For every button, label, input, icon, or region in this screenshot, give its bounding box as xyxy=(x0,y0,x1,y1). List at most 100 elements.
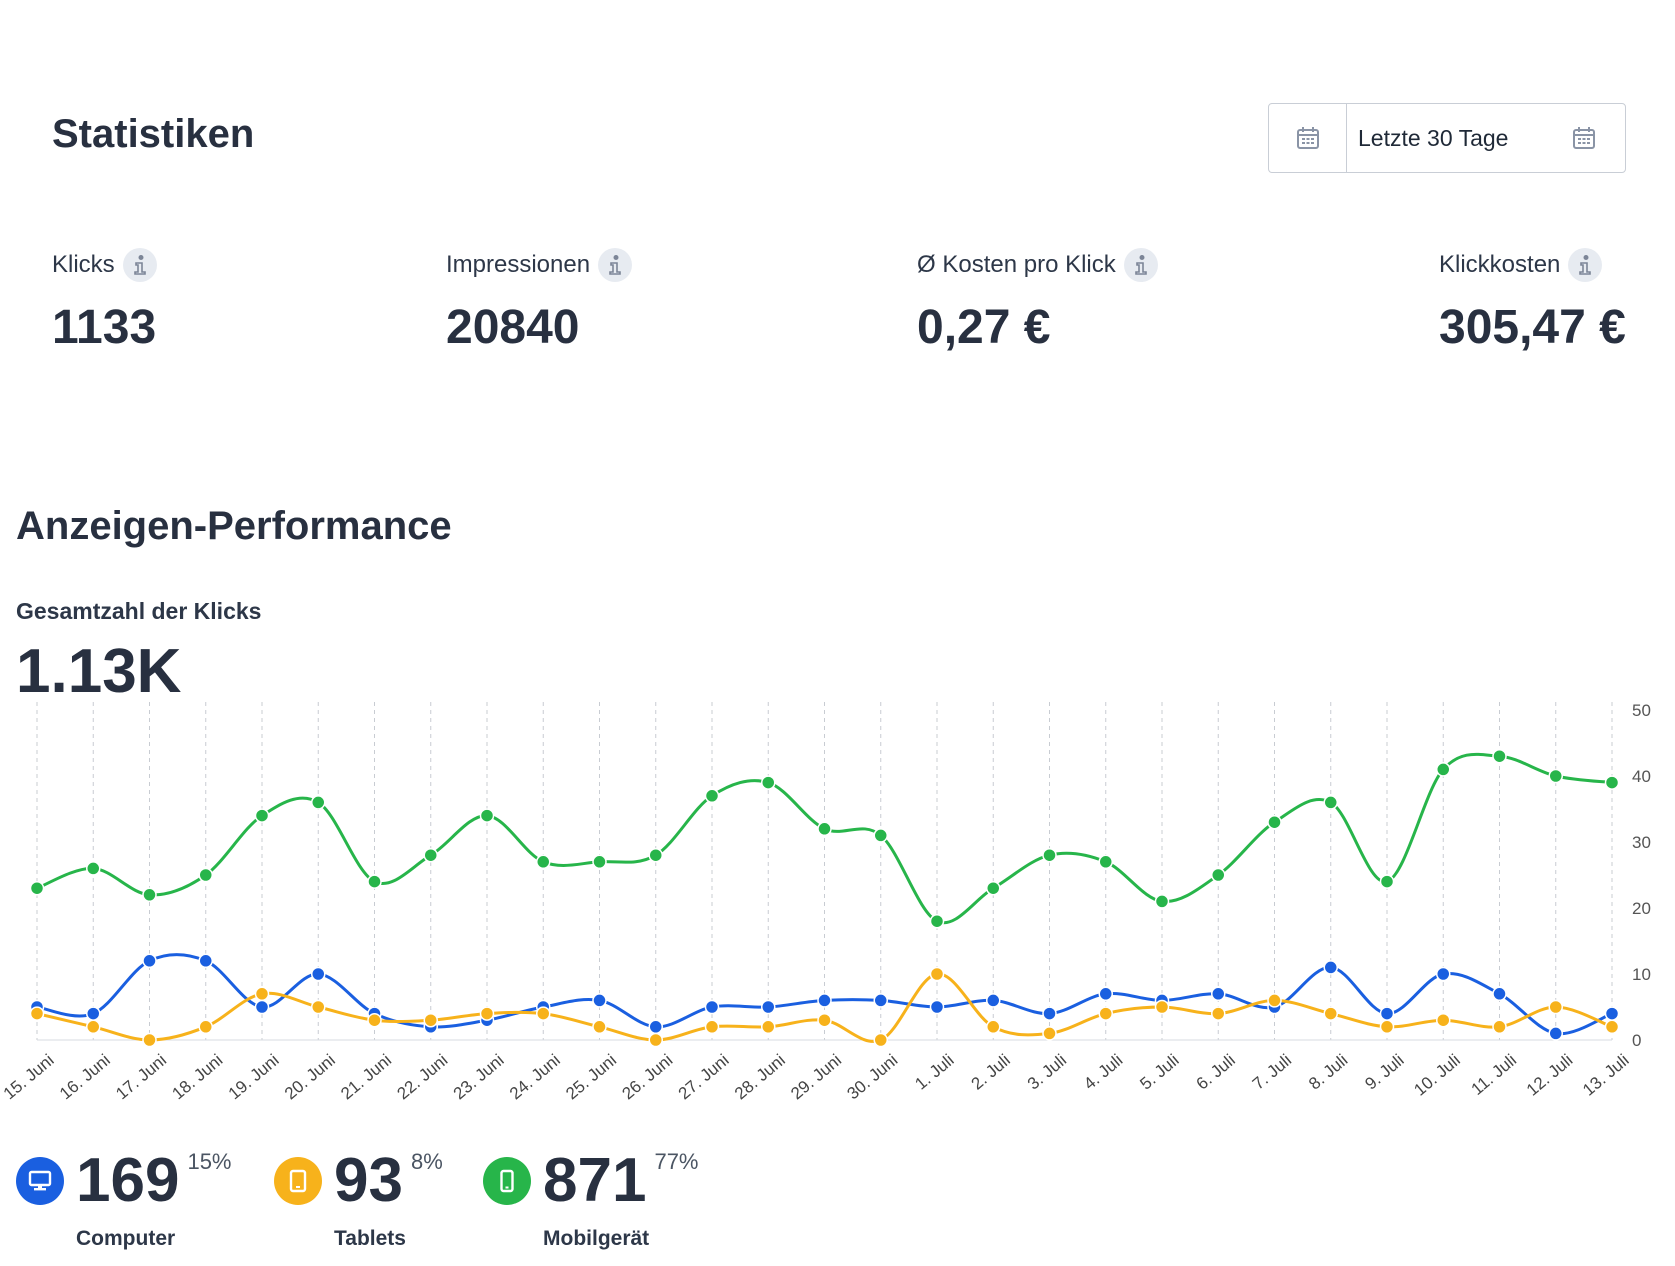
stat-label: Klicks xyxy=(52,251,115,278)
data-point xyxy=(536,854,551,870)
data-point xyxy=(1154,894,1170,909)
info-icon[interactable] xyxy=(1123,248,1158,282)
data-point xyxy=(1548,768,1563,784)
data-point xyxy=(1379,874,1395,889)
y-tick-label: 20 xyxy=(1632,899,1651,918)
data-point xyxy=(311,999,326,1015)
x-tick-label: 11. Juli xyxy=(1468,1051,1521,1099)
data-point xyxy=(704,788,720,804)
data-point xyxy=(1604,775,1620,790)
data-point xyxy=(1098,854,1113,870)
info-icon[interactable] xyxy=(598,248,633,282)
stat-value: 0,27 € xyxy=(917,301,1051,354)
data-point xyxy=(929,913,945,929)
data-point xyxy=(198,867,213,883)
x-tick-label: 26. Juni xyxy=(618,1051,676,1104)
data-point xyxy=(1492,1019,1507,1035)
data-point xyxy=(198,953,213,969)
data-point xyxy=(1379,1019,1395,1035)
data-point xyxy=(1323,795,1338,810)
data-point xyxy=(761,775,776,790)
data-point xyxy=(1042,847,1057,863)
calendar-button[interactable] xyxy=(1269,104,1347,172)
legend-count: 871 xyxy=(543,1146,647,1215)
legend-count: 93 xyxy=(334,1146,403,1215)
x-tick-label: 22. Juni xyxy=(393,1051,451,1104)
calendar-icon xyxy=(1571,125,1597,151)
data-point xyxy=(873,993,888,1008)
legend-computer: 169 15% Computer xyxy=(16,1145,232,1250)
stat-label: Klickkosten xyxy=(1439,251,1561,278)
data-point xyxy=(704,1019,720,1035)
data-point xyxy=(592,993,607,1008)
data-point xyxy=(1042,1026,1057,1041)
phone-icon xyxy=(483,1157,531,1205)
y-tick-label: 40 xyxy=(1632,767,1651,786)
data-point xyxy=(367,874,382,889)
data-point xyxy=(29,1006,45,1021)
x-tick-label: 10. Juli xyxy=(1410,1051,1463,1100)
data-point xyxy=(367,1012,382,1028)
legend-mobile: 871 77% Mobilgerät xyxy=(483,1145,699,1250)
data-point xyxy=(761,1019,776,1035)
data-point xyxy=(479,808,495,823)
date-range-select[interactable]: Letzte 30 Tage xyxy=(1347,104,1625,172)
data-point xyxy=(1042,1006,1057,1021)
legend-percent: 15% xyxy=(187,1149,232,1174)
legend-label: Computer xyxy=(76,1227,176,1250)
x-tick-label: 19. Juni xyxy=(225,1051,283,1104)
data-point xyxy=(1436,762,1451,777)
data-point xyxy=(1098,1006,1113,1021)
stat-click-costs: Klickkosten 305,47 € xyxy=(1439,248,1626,355)
data-point xyxy=(86,1019,101,1035)
total-clicks-label: Gesamtzahl der Klicks xyxy=(16,598,262,624)
data-point xyxy=(592,1019,607,1035)
data-point xyxy=(817,993,832,1008)
data-point xyxy=(1211,867,1226,883)
section-title: Anzeigen-Performance xyxy=(16,504,452,548)
data-point xyxy=(86,861,101,876)
data-point xyxy=(142,887,157,903)
x-tick-label: 21. Juni xyxy=(337,1051,395,1104)
data-point xyxy=(817,821,832,837)
data-point xyxy=(29,880,45,896)
data-point xyxy=(704,999,720,1015)
x-tick-label: 17. Juni xyxy=(112,1051,170,1104)
stat-label: Ø Kosten pro Klick xyxy=(917,251,1116,278)
data-point xyxy=(761,999,776,1015)
data-point xyxy=(254,999,270,1015)
legend-percent: 77% xyxy=(654,1149,699,1174)
stat-clicks: Klicks 1133 xyxy=(52,248,157,355)
data-point xyxy=(142,1032,157,1048)
data-point xyxy=(479,1006,495,1021)
data-point xyxy=(648,1019,663,1035)
legend-percent: 8% xyxy=(410,1149,443,1174)
data-point xyxy=(198,1019,213,1035)
data-point xyxy=(1379,1006,1395,1021)
y-tick-label: 30 xyxy=(1632,833,1651,852)
tablet-icon xyxy=(274,1157,322,1205)
data-point xyxy=(254,808,270,823)
info-icon[interactable] xyxy=(1568,248,1603,282)
page-title: Statistiken xyxy=(52,112,255,156)
monitor-icon xyxy=(16,1157,64,1205)
data-point xyxy=(1267,993,1282,1008)
data-point xyxy=(648,847,663,863)
x-tick-label: 29. Juni xyxy=(787,1051,845,1104)
x-tick-label: 6. Juli xyxy=(1193,1051,1239,1094)
data-point xyxy=(536,1006,551,1021)
x-tick-label: 18. Juni xyxy=(168,1051,226,1104)
y-tick-label: 50 xyxy=(1632,701,1651,720)
data-point xyxy=(1548,999,1563,1015)
stat-value: 305,47 € xyxy=(1439,301,1626,354)
y-tick-label: 0 xyxy=(1632,1031,1641,1050)
data-point xyxy=(1436,966,1451,982)
legend-tablets: 93 8% Tablets xyxy=(274,1145,443,1250)
x-tick-label: 28. Juni xyxy=(731,1051,789,1104)
legend-label: Mobilgerät xyxy=(543,1227,650,1250)
x-tick-label: 9. Juli xyxy=(1361,1051,1407,1094)
x-tick-label: 3. Juli xyxy=(1024,1051,1070,1094)
info-icon[interactable] xyxy=(122,248,157,282)
date-range-picker[interactable]: Letzte 30 Tage xyxy=(1268,103,1626,173)
legend-count: 169 xyxy=(76,1146,180,1215)
